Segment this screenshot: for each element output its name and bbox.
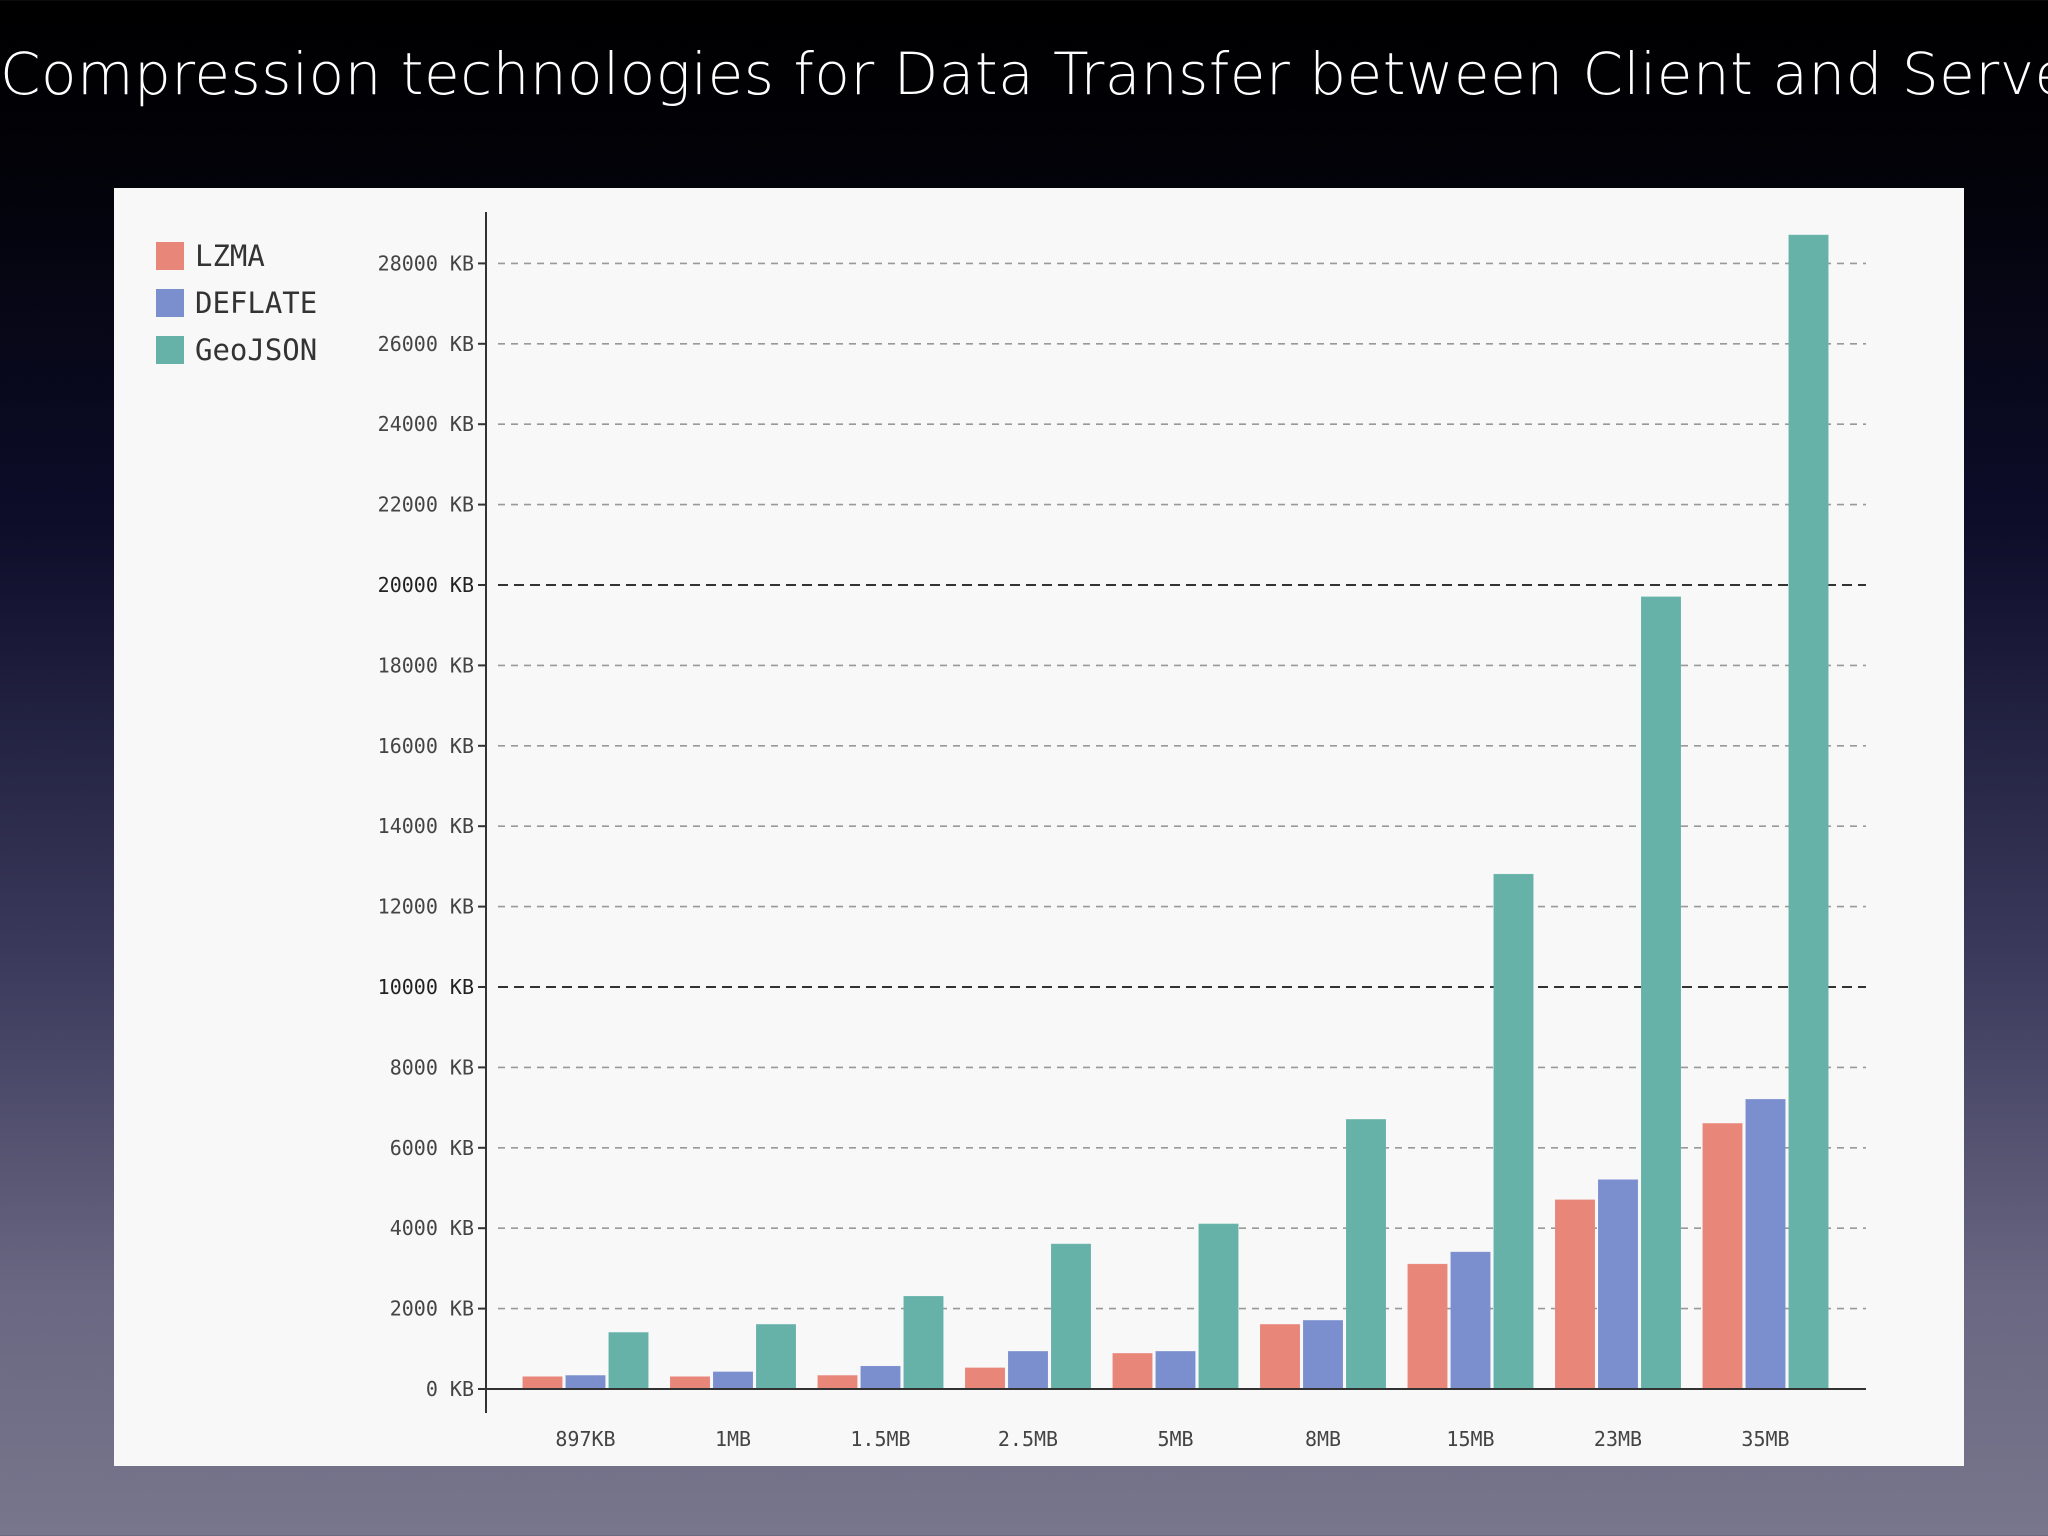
bar-geojson-7 xyxy=(1641,596,1681,1390)
bar-deflate-7 xyxy=(1598,1179,1638,1390)
x-tick-label: 5MB xyxy=(1157,1427,1193,1451)
slide-title: Compression technologies for Data Transf… xyxy=(0,40,2048,108)
bar-deflate-0 xyxy=(565,1375,606,1390)
y-tick-label: 26000 KB xyxy=(378,332,474,356)
bar-geojson-1 xyxy=(756,1324,796,1390)
x-tick-label: 897KB xyxy=(555,1427,615,1451)
bar-lzma-3 xyxy=(965,1367,1005,1390)
bar-deflate-3 xyxy=(1008,1351,1048,1390)
legend-swatch xyxy=(156,288,184,317)
bar-geojson-4 xyxy=(1198,1223,1239,1390)
y-tick-label: 4000 KB xyxy=(390,1216,474,1240)
bar-deflate-6 xyxy=(1450,1251,1491,1390)
bar-deflate-5 xyxy=(1303,1320,1343,1390)
y-tick-label: 0 KB xyxy=(426,1377,474,1401)
bar-geojson-5 xyxy=(1346,1119,1386,1390)
axes xyxy=(485,212,1866,1413)
legend-label: GeoJSON xyxy=(195,332,318,367)
bar-geojson-2 xyxy=(903,1296,944,1390)
y-tick-label: 2000 KB xyxy=(390,1297,474,1321)
bar-deflate-4 xyxy=(1155,1351,1196,1390)
bar-lzma-7 xyxy=(1555,1199,1595,1390)
y-tick-label: 20000 KB xyxy=(378,573,474,597)
bar-deflate-1 xyxy=(713,1371,753,1390)
bar-geojson-8 xyxy=(1788,234,1829,1390)
y-tick-label: 6000 KB xyxy=(390,1136,474,1160)
y-tick-label: 10000 KB xyxy=(378,975,474,999)
x-tick-label: 35MB xyxy=(1741,1427,1789,1451)
legend-label: LZMA xyxy=(195,238,265,273)
bar-lzma-5 xyxy=(1260,1324,1300,1390)
bar-lzma-1 xyxy=(670,1376,710,1390)
legend-swatch xyxy=(156,335,184,364)
y-tick-label: 22000 KB xyxy=(378,493,474,517)
bar-lzma-8 xyxy=(1702,1123,1743,1390)
bars xyxy=(522,234,1829,1390)
y-tick-label: 18000 KB xyxy=(378,653,474,677)
x-tick-label: 1.5MB xyxy=(850,1427,910,1451)
x-tick-label: 23MB xyxy=(1594,1427,1642,1451)
y-tick-labels: 0 KB 2000 KB 4000 KB 6000 KB 8000 KB 10000 KB… xyxy=(378,251,474,1401)
bar-lzma-6 xyxy=(1407,1263,1448,1390)
legend-swatch xyxy=(156,241,184,270)
bar-deflate-8 xyxy=(1745,1099,1786,1390)
y-tick-label: 12000 KB xyxy=(378,895,474,919)
legend: LZMA DEFLATE GeoJSON xyxy=(156,232,317,373)
bar-lzma-2 xyxy=(817,1375,858,1390)
legend-label: DEFLATE xyxy=(195,285,318,320)
legend-item-lzma: LZMA xyxy=(156,232,317,279)
x-tick-labels: 897KB 1MB 1.5MB 2.5MB 5MB 8MB 15MB 23MB 35MB xyxy=(555,1427,1789,1451)
bar-lzma-4 xyxy=(1112,1353,1153,1390)
bar-deflate-2 xyxy=(860,1365,901,1390)
y-tick-label: 8000 KB xyxy=(390,1055,474,1079)
legend-item-geojson: GeoJSON xyxy=(156,326,317,373)
y-tick-label: 16000 KB xyxy=(378,734,474,758)
bar-geojson-3 xyxy=(1051,1243,1091,1390)
x-tick-label: 15MB xyxy=(1446,1427,1494,1451)
x-tick-label: 1MB xyxy=(715,1427,751,1451)
grid-lines xyxy=(478,262,1866,1390)
bar-lzma-0 xyxy=(522,1376,563,1390)
y-tick-label: 24000 KB xyxy=(378,412,474,436)
y-tick-label: 14000 KB xyxy=(378,814,474,838)
y-tick-label: 28000 KB xyxy=(378,251,474,275)
x-tick-label: 8MB xyxy=(1305,1427,1341,1451)
x-tick-label: 2.5MB xyxy=(998,1427,1058,1451)
bar-geojson-6 xyxy=(1493,873,1534,1390)
bar-chart: 0 KB 2000 KB 4000 KB 6000 KB 8000 KB 10000 KB… xyxy=(378,212,1866,1451)
chart-panel: 0 KB 2000 KB 4000 KB 6000 KB 8000 KB 10000 KB… xyxy=(114,188,1964,1466)
legend-item-deflate: DEFLATE xyxy=(156,279,317,326)
bar-geojson-0 xyxy=(608,1332,649,1390)
